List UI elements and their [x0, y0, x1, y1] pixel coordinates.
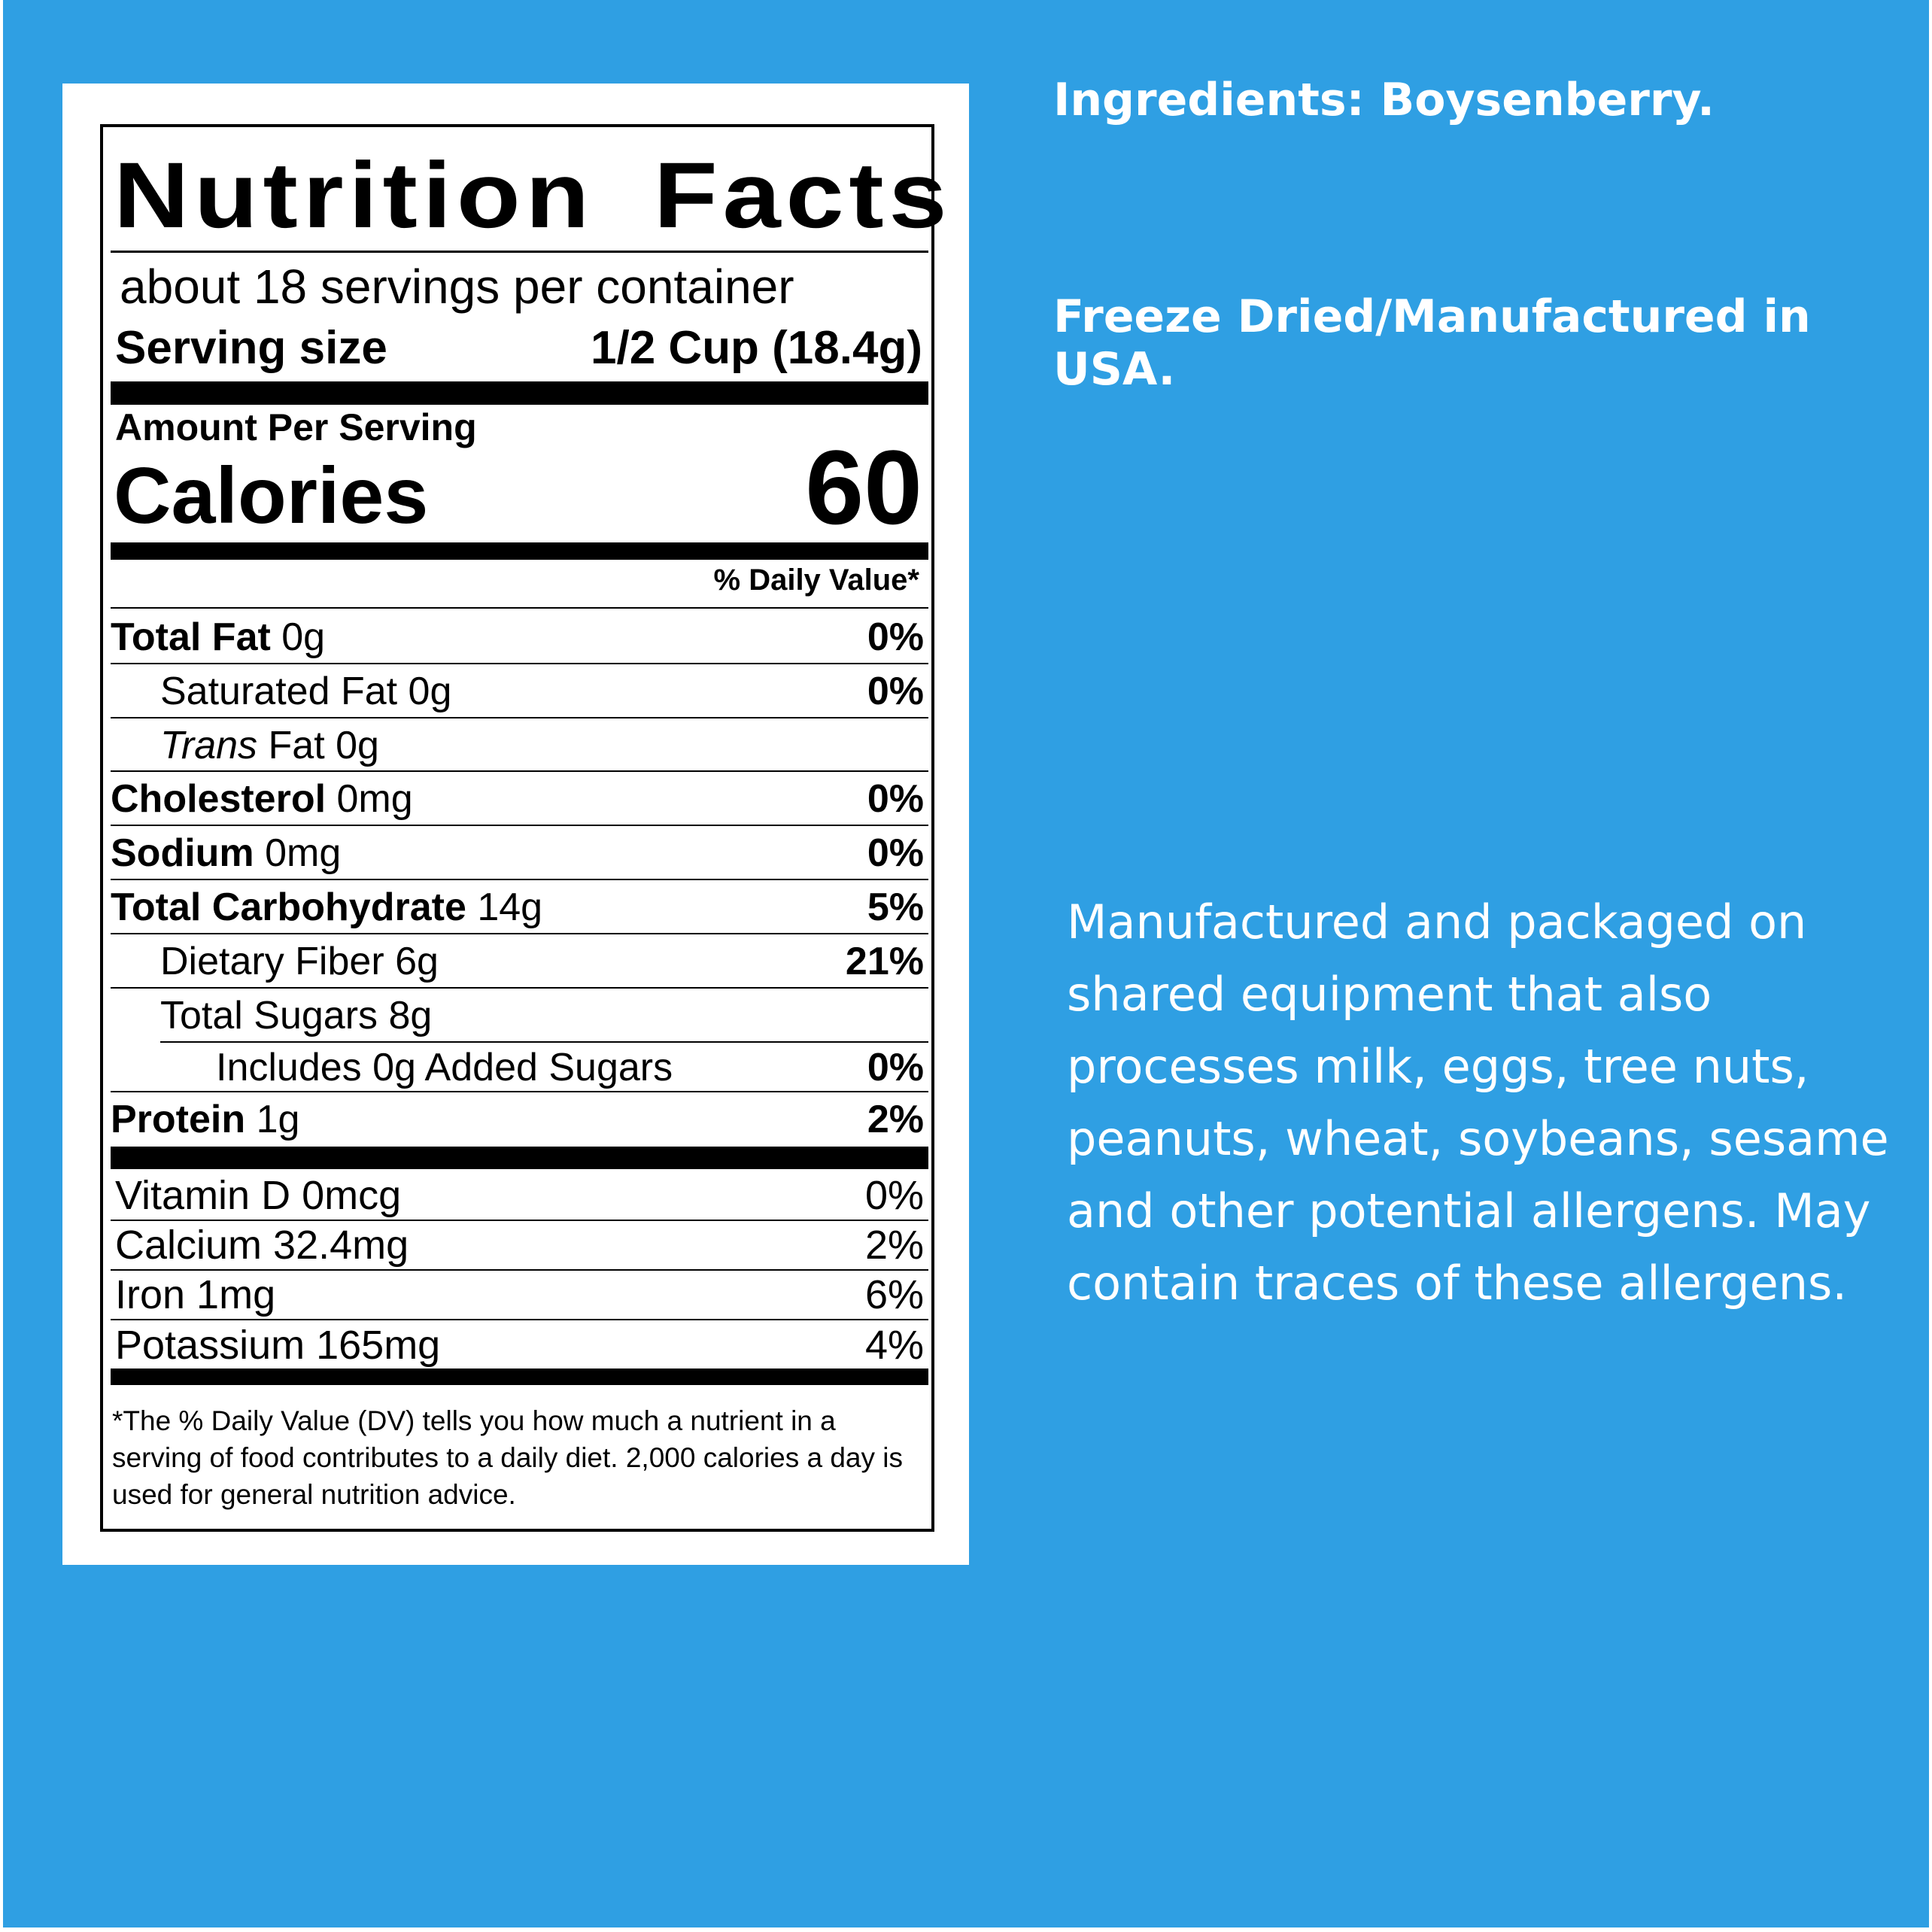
- thick-divider: [111, 1368, 928, 1385]
- label-text: Saturated Fat: [160, 670, 398, 713]
- label-text: Trans: [160, 724, 258, 767]
- label-text: Fat 0g: [268, 724, 379, 767]
- nutrient-row-total-carbohydrate: Total Carbohydrate 14g 5%: [111, 880, 928, 934]
- label-text: Total Fat: [111, 615, 271, 659]
- allergen-statement: Manufactured and packaged on shared equi…: [1067, 886, 1889, 1320]
- label-text: Includes 0g Added Sugars: [216, 1046, 673, 1089]
- label-text: 0%: [864, 1173, 924, 1218]
- label-card: [62, 84, 969, 1565]
- label-text: 0mg: [265, 831, 342, 875]
- label-text: Potassium 165mg: [115, 1323, 441, 1368]
- label-text: 6g: [395, 940, 439, 983]
- divider: [111, 663, 928, 664]
- label-title: Nutrition Facts: [114, 144, 952, 248]
- divider: [111, 1091, 928, 1092]
- nutrient-row-trans-fat: Trans Fat 0g: [111, 718, 928, 773]
- nutrient-row-total-sugars: Total Sugars 8g: [111, 989, 928, 1043]
- label-text: 8g: [388, 994, 433, 1037]
- label-text: Total Sugars: [160, 994, 378, 1037]
- label-text: shared equipment that also: [1067, 967, 1712, 1022]
- label-text: processes milk, eggs, tree nuts,: [1067, 1039, 1809, 1094]
- serving-size-label: Serving size: [115, 322, 387, 374]
- calories-value: 60: [805, 428, 922, 546]
- label-text: 2%: [864, 1223, 924, 1268]
- label-text: and other potential allergens. May: [1067, 1183, 1871, 1238]
- amount-per-serving: Amount Per Serving: [115, 406, 477, 448]
- divider: [111, 933, 928, 934]
- thick-divider: [111, 1147, 928, 1169]
- divider: [111, 1220, 928, 1221]
- label-text: 0%: [867, 1046, 924, 1089]
- label-text: peanuts, wheat, soybeans, sesame: [1067, 1111, 1889, 1166]
- divider: [160, 1041, 928, 1043]
- nutrient-row-saturated-fat: Saturated Fat 0g 0%: [111, 664, 928, 718]
- vitamin-row: Potassium 165mg 4%: [111, 1318, 928, 1372]
- label-text: 0%: [867, 831, 924, 875]
- label-text: 21%: [845, 940, 924, 983]
- vitamin-row: Vitamin D 0mcg 0%: [111, 1168, 928, 1223]
- daily-value-header: % Daily Value*: [713, 564, 919, 597]
- label-text: 14g: [477, 886, 543, 929]
- label-text: 4%: [864, 1323, 924, 1368]
- label-text: Iron 1mg: [115, 1272, 276, 1317]
- thick-divider: [111, 542, 928, 560]
- nutrient-row-added-sugars: Includes 0g Added Sugars 0%: [111, 1040, 928, 1095]
- label-text: Protein: [111, 1098, 246, 1141]
- serving-size-value: 1/2 Cup (18.4g): [591, 322, 922, 374]
- label-text: Cholesterol: [111, 777, 327, 821]
- label-text: Vitamin D 0mcg: [115, 1173, 402, 1218]
- label-text: 6%: [864, 1272, 924, 1317]
- footnote: *The % Daily Value (DV) tells you how mu…: [112, 1405, 903, 1510]
- label-text: Manufactured and packaged on: [1067, 895, 1807, 949]
- vitamin-row: Iron 1mg 6%: [111, 1268, 928, 1322]
- calories-label: Calories: [114, 451, 429, 540]
- background: Nutrition Facts about 18 servings per co…: [3, 0, 1929, 1927]
- divider: [111, 1319, 928, 1320]
- divider: [111, 825, 928, 826]
- divider: [111, 717, 928, 718]
- label-text: 0mg: [336, 777, 413, 821]
- nutrient-row-protein: Protein 1g 2%: [111, 1092, 928, 1147]
- divider: [111, 879, 928, 880]
- label-text: Total Carbohydrate: [111, 886, 466, 929]
- nutrition-facts-label: Nutrition Facts about 18 servings per co…: [100, 124, 947, 1532]
- label-text: 2%: [867, 1098, 924, 1141]
- origin: Freeze Dried/Manufactured in USA.: [1053, 290, 1811, 396]
- ingredients: Ingredients: Boysenberry.: [1053, 74, 1715, 126]
- label-text: 0%: [867, 615, 924, 659]
- label-text: 0g: [281, 615, 326, 659]
- servings-per-container: about 18 servings per container: [120, 260, 794, 314]
- vitamin-row: Calcium 32.4mg 2%: [111, 1218, 928, 1272]
- label-text: 0%: [867, 670, 924, 713]
- nutrient-row-cholesterol: Cholesterol 0mg 0%: [111, 772, 928, 826]
- nutrient-row-dietary-fiber: Dietary Fiber 6g 21%: [111, 934, 928, 989]
- label-text: 0%: [867, 777, 924, 821]
- label-text: Dietary Fiber: [160, 940, 384, 983]
- divider: [111, 1269, 928, 1271]
- nutrient-row-total-fat: Total Fat 0g 0%: [111, 610, 928, 664]
- label-text: Sodium: [111, 831, 254, 875]
- label-text: 1g: [256, 1098, 300, 1141]
- label-text: 0g: [408, 670, 452, 713]
- thick-divider: [111, 381, 928, 405]
- divider: [111, 607, 928, 609]
- divider: [111, 987, 928, 989]
- label-text: Calcium 32.4mg: [115, 1223, 409, 1268]
- label-text: 5%: [867, 886, 924, 929]
- nutrient-row-sodium: Sodium 0mg 0%: [111, 826, 928, 880]
- divider: [111, 770, 928, 772]
- label-text: contain traces of these allergens.: [1067, 1256, 1848, 1311]
- divider: [111, 251, 928, 253]
